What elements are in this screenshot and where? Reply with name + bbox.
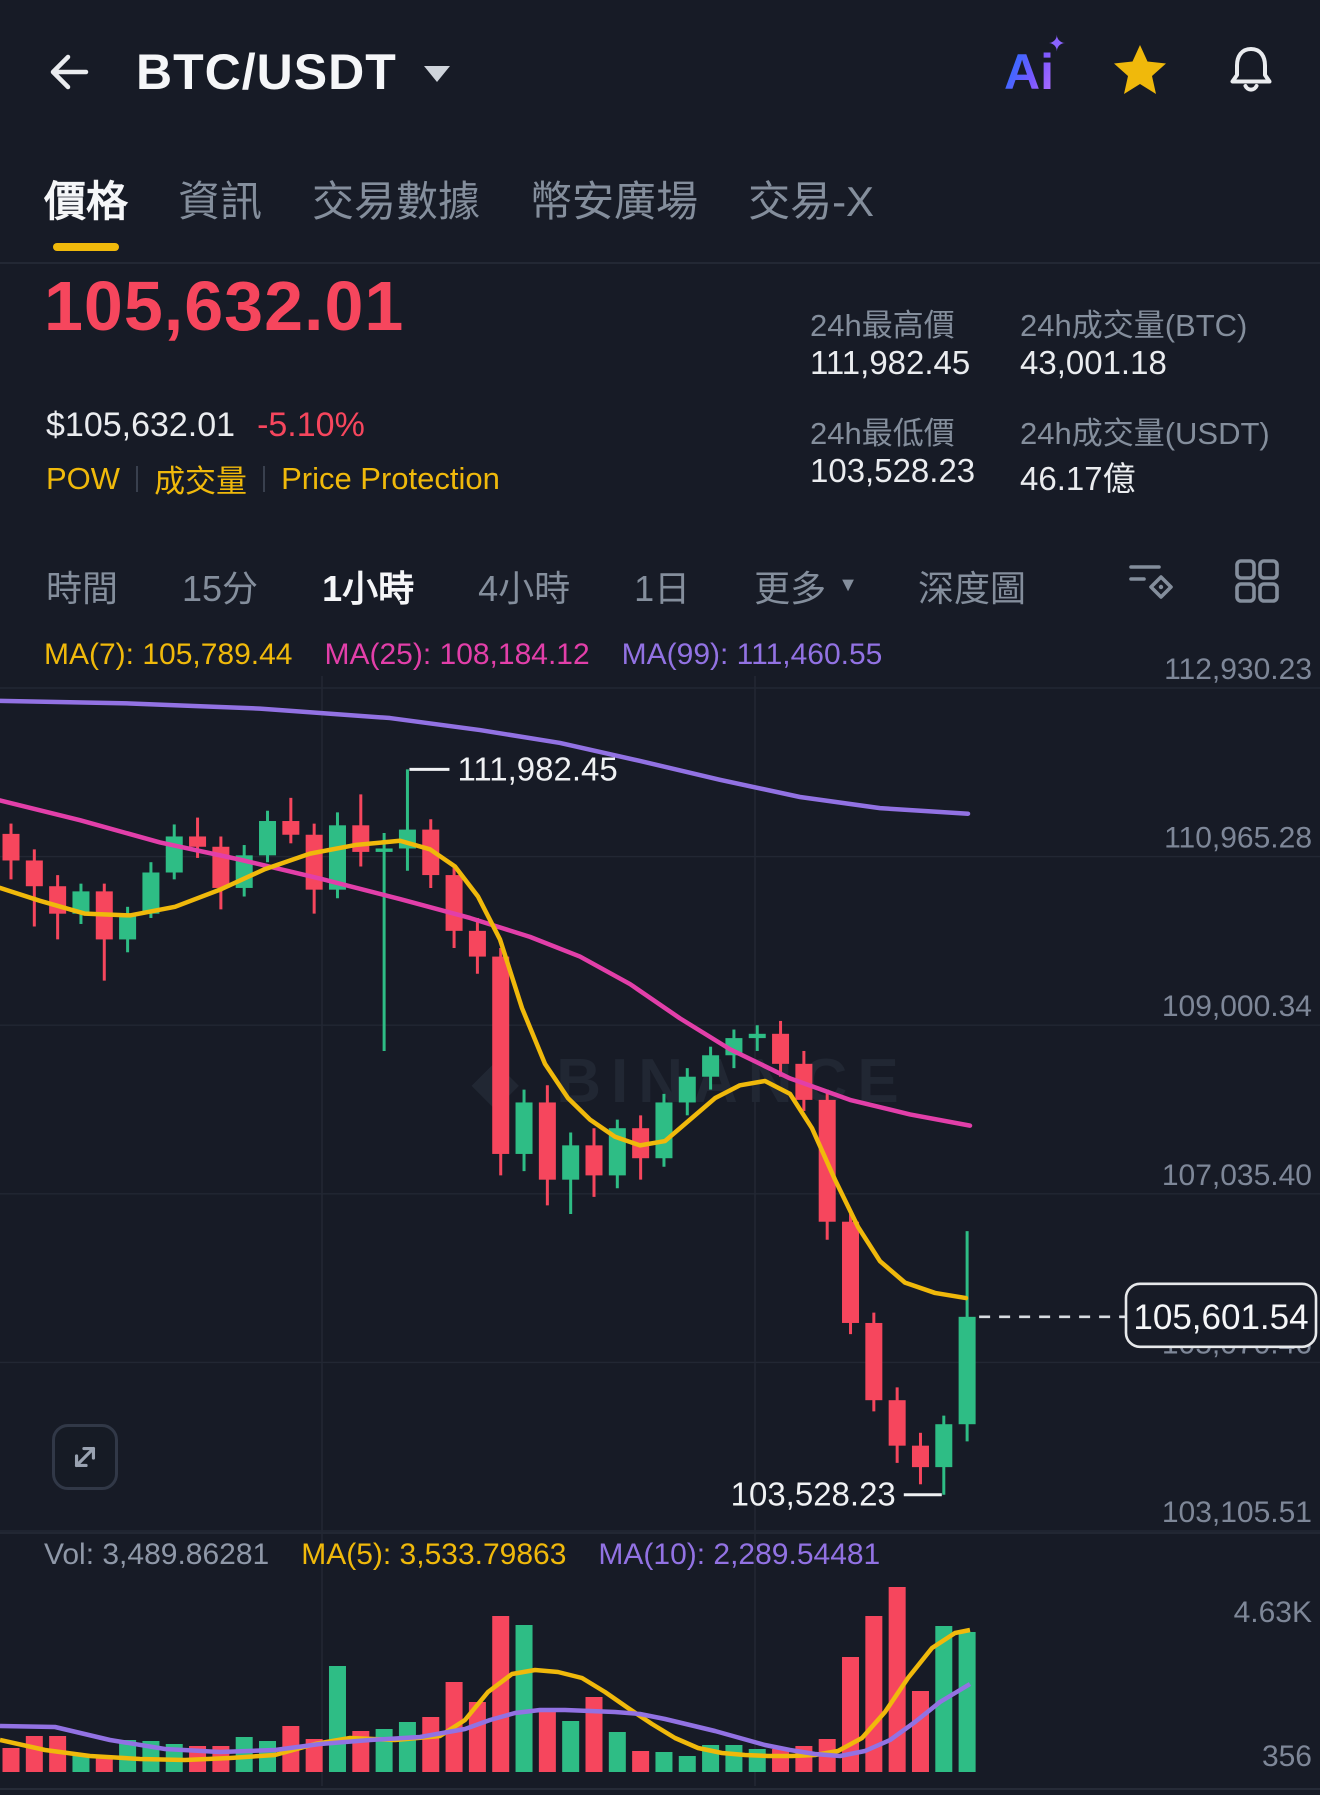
high-annotation: 111,982.45: [457, 750, 617, 787]
ma-legend-item-0: MA(7): 105,789.44: [44, 638, 293, 671]
arrow-left-icon: [50, 54, 89, 90]
stat-label-0: 24h最高價: [810, 308, 955, 343]
volume-axis-top: 4.63K: [1234, 1596, 1312, 1629]
stat-label-2: 24h最低價: [810, 416, 955, 451]
volume-ma10: MA(10): 2,289.54481: [598, 1538, 881, 1571]
badge-separator: [136, 465, 139, 492]
interval-toolbar: 時間 15分 1小時 4小時 1日 更多 ▼ 深度圖: [46, 558, 1280, 613]
stat-label-3: 24h成交量(USDT): [1020, 416, 1270, 451]
volume-axis-bottom: 356: [1262, 1740, 1312, 1773]
tab-交易數據[interactable]: 交易數據: [312, 178, 481, 225]
caret-down-icon: ▼: [838, 574, 858, 596]
token-badges: POW 成交量 Price Protection: [46, 456, 500, 501]
volume-ma5: MA(5): 3,533.79863: [301, 1538, 567, 1571]
low-annotation: 103,528.23: [731, 1476, 896, 1513]
badge-成交量[interactable]: 成交量: [154, 464, 248, 499]
candlesticks: [2, 769, 976, 1495]
price-change: -5.10%: [257, 406, 365, 444]
usd-price: $105,632.01: [46, 406, 236, 444]
interval-4小時[interactable]: 4小時: [478, 567, 571, 609]
volume-bars: [2, 1587, 976, 1772]
y-axis-label: 110,965.28: [1164, 822, 1312, 855]
sparkle-icon: ✦: [1047, 31, 1066, 56]
tab-幣安廣場[interactable]: 幣安廣場: [530, 178, 699, 225]
stat-value-0: 111,982.45: [810, 344, 971, 381]
stats-24h: 24h最高價 24h成交量(BTC) 111,982.45 43,001.18 24h最…: [810, 300, 1270, 498]
volume-value: Vol: 3,489.86281: [44, 1538, 270, 1571]
layout-grid-icon[interactable]: [1234, 558, 1280, 613]
pair-title[interactable]: BTC/USDT: [136, 44, 397, 100]
tab-交易-X[interactable]: 交易-X: [748, 178, 875, 225]
tab-價格[interactable]: 價格: [44, 168, 128, 251]
y-axis-label: 112,930.23: [1164, 653, 1312, 686]
badge-Price Protection[interactable]: Price Protection: [281, 460, 500, 496]
ma-legend-item-1: MA(25): 108,184.12: [324, 638, 590, 671]
last-price: 105,632.01: [44, 267, 405, 345]
current-price-tag[interactable]: [1124, 1282, 1318, 1349]
expand-arrows-icon: [74, 1446, 96, 1468]
badge-separator: [263, 465, 266, 492]
stat-value-3: 46.17億: [1020, 460, 1136, 497]
interval-1日[interactable]: 1日: [634, 567, 691, 609]
volume-legend: Vol: 3,489.86281 MA(5): 3,533.79863 MA(1…: [44, 1538, 880, 1572]
ma-legend-item-2: MA(99): 111,460.55: [621, 638, 883, 671]
favorite-star-icon[interactable]: [1112, 42, 1168, 103]
y-axis-label: 109,000.34: [1162, 990, 1312, 1023]
stat-value-2: 103,528.23: [810, 452, 976, 489]
interval-1小時[interactable]: 1小時: [322, 567, 415, 609]
stat-value-1: 43,001.18: [1020, 344, 1167, 381]
more-intervals-button[interactable]: 更多 ▼: [754, 560, 858, 612]
tab-資訊[interactable]: 資訊: [178, 178, 263, 225]
y-axis-label: 103,105.51: [1162, 1496, 1312, 1529]
interval-時間[interactable]: 時間: [46, 567, 119, 609]
ma-legend: MA(7): 105,789.44 MA(25): 108,184.12 MA(99…: [44, 638, 882, 672]
notification-bell-icon[interactable]: [1226, 44, 1276, 101]
fullscreen-expand-button[interactable]: [52, 1424, 118, 1490]
back-button[interactable]: [44, 48, 92, 96]
y-axis-label: 107,035.40: [1162, 1159, 1312, 1192]
header: BTC/USDT Ai ✦: [0, 26, 1320, 118]
ai-assistant-icon[interactable]: Ai ✦: [1004, 31, 1066, 100]
interval-15分[interactable]: 15分: [182, 567, 259, 609]
depth-chart-tab[interactable]: 深度圖: [917, 567, 1026, 609]
stat-label-1: 24h成交量(BTC): [1020, 308, 1248, 343]
price-subrow: $105,632.01 -5.10%: [46, 406, 365, 445]
more-label: 更多: [754, 567, 827, 609]
indicators-icon[interactable]: [1128, 558, 1174, 613]
market-tabs: 價格 資訊 交易數據 幣安廣場 交易-X: [44, 168, 874, 251]
caret-down-icon[interactable]: [423, 65, 451, 88]
badge-POW[interactable]: POW: [46, 460, 121, 496]
current-price-value: 105,601.54: [1133, 1298, 1308, 1337]
divider: [0, 262, 1320, 264]
